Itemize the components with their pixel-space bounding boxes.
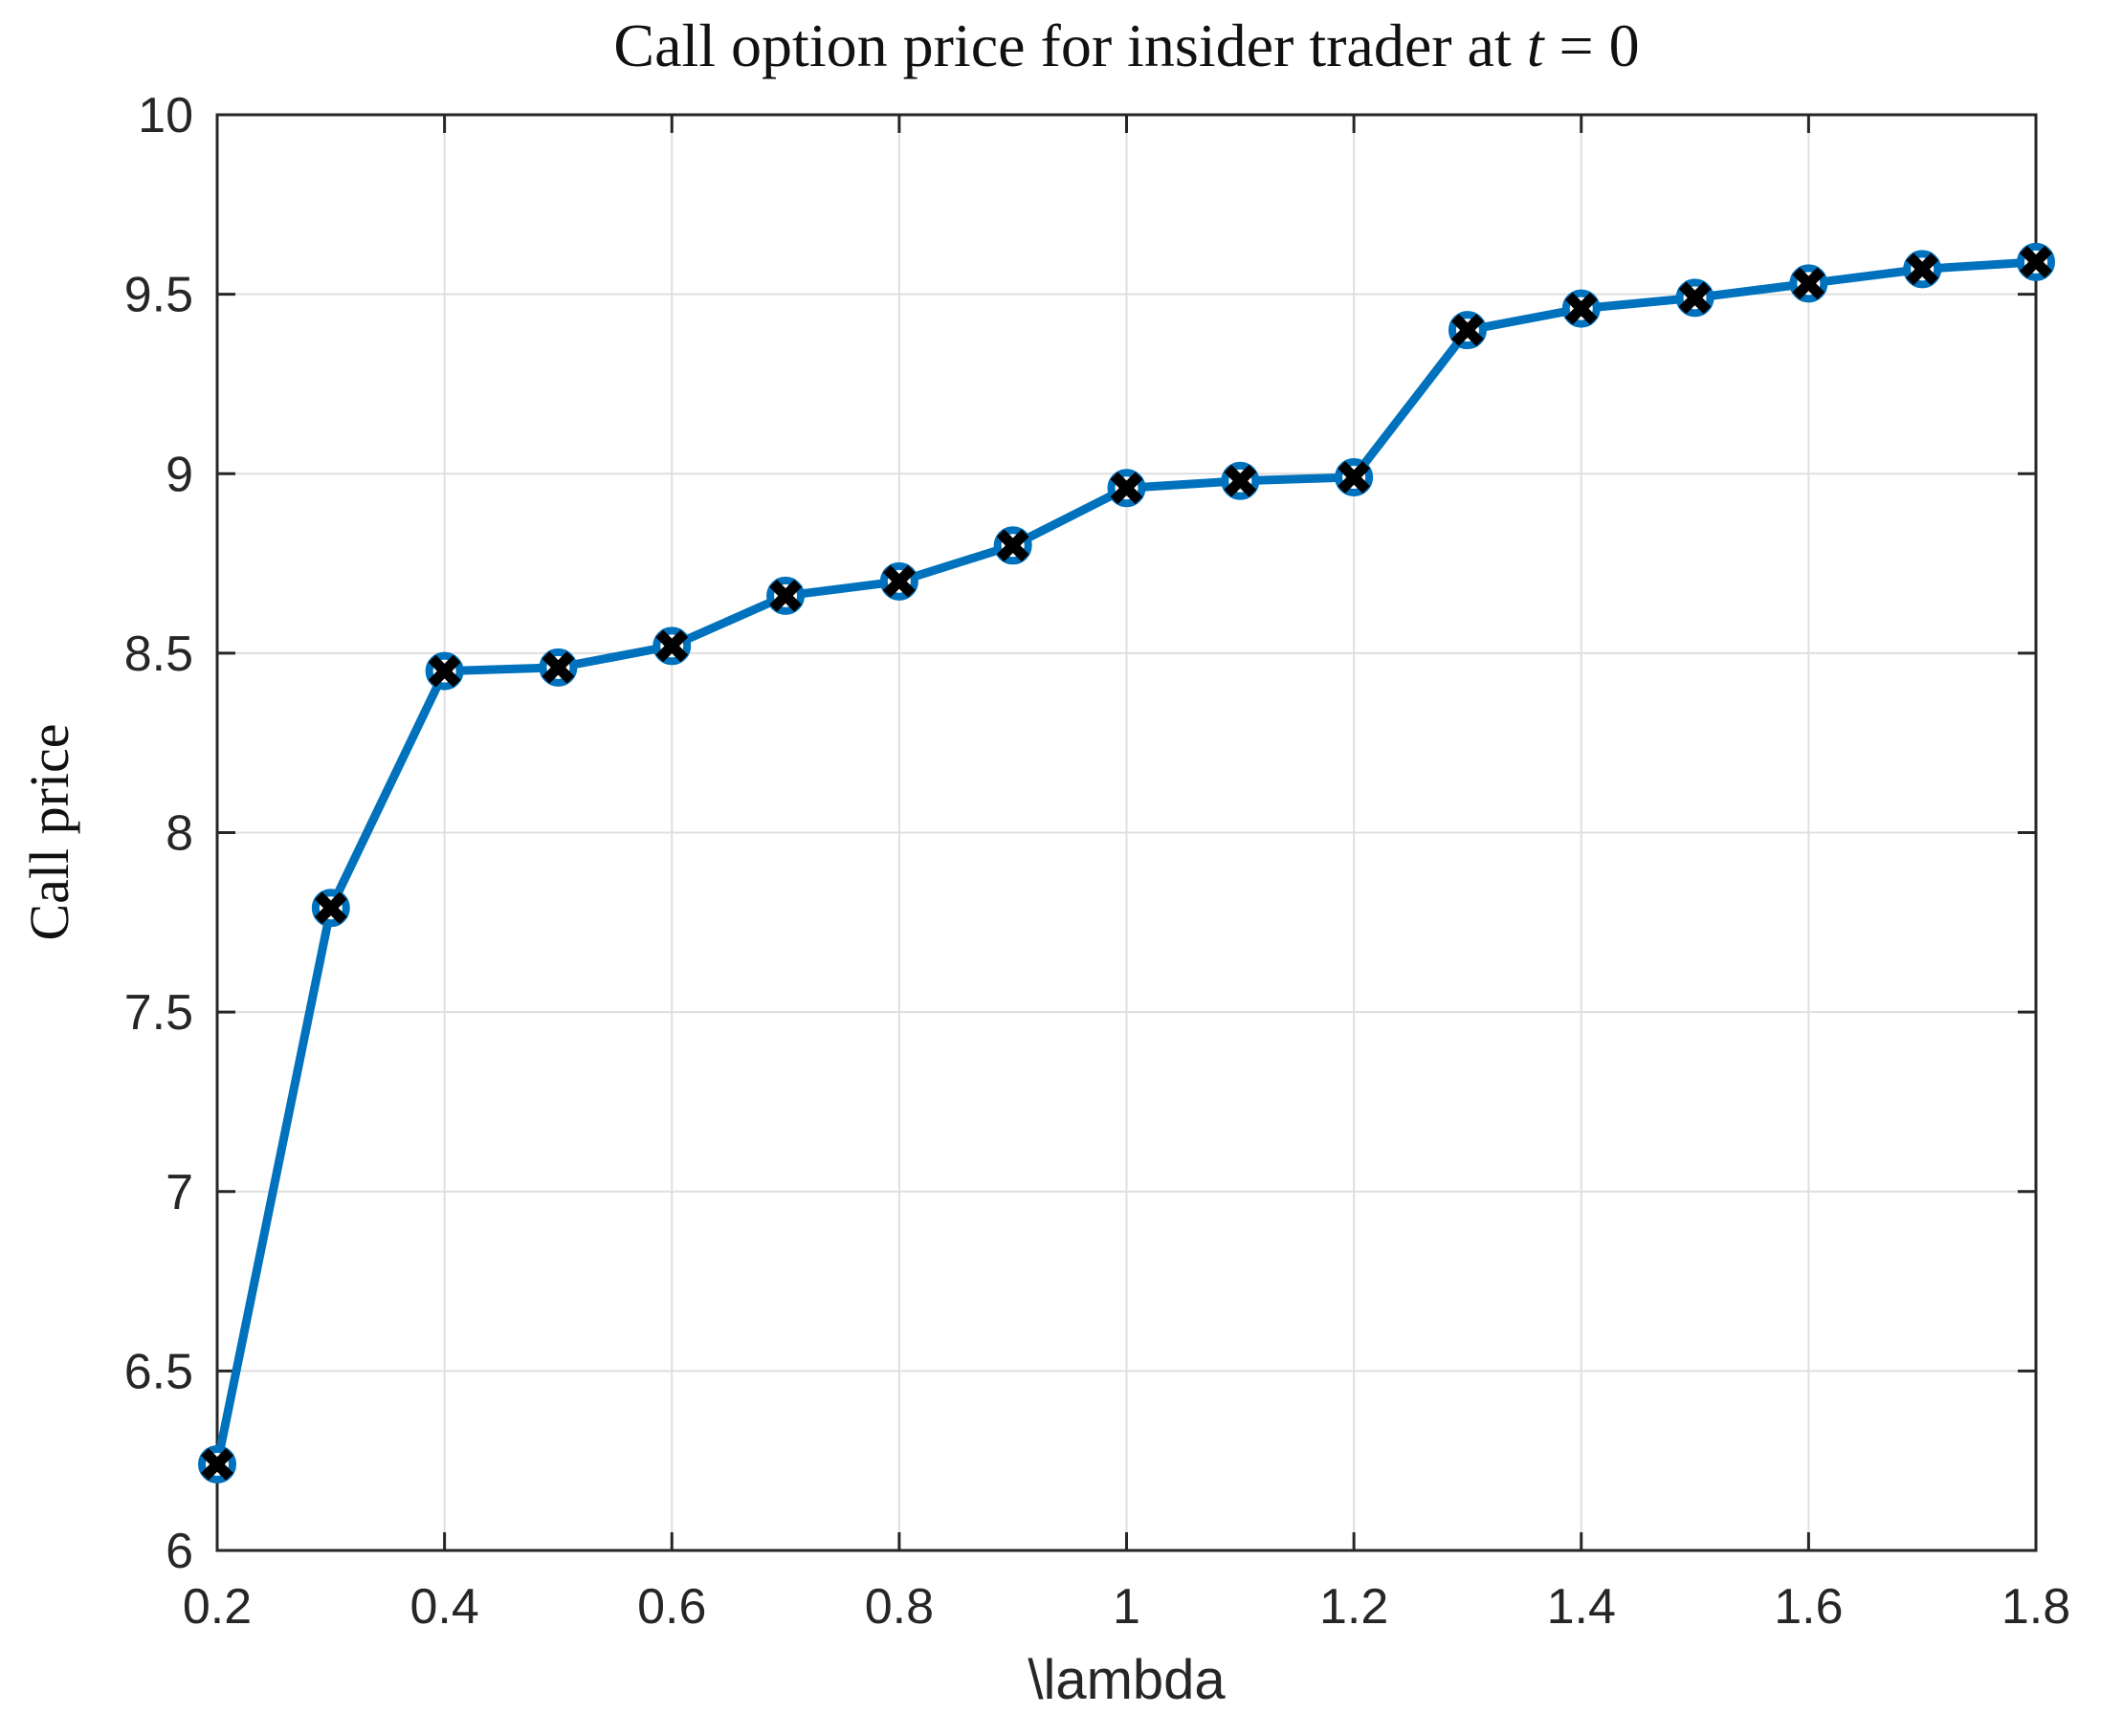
data-point (1221, 461, 1260, 500)
x-tick-label: 1.8 (2001, 1579, 2070, 1635)
data-point (1561, 289, 1601, 328)
x-marker-icon (1451, 314, 1484, 347)
x-marker-icon (1338, 461, 1371, 494)
y-tick-label: 8 (166, 806, 193, 862)
y-tick-label: 7.5 (124, 985, 193, 1041)
data-point (1903, 250, 1942, 289)
x-tick-label: 1.2 (1319, 1579, 1388, 1635)
x-tick-label: 1 (1113, 1579, 1140, 1635)
data-point (198, 1444, 236, 1483)
chart-title-math-variable: t (1526, 11, 1544, 79)
x-marker-icon (1792, 267, 1825, 300)
data-point (766, 576, 806, 615)
y-tick-label: 8.5 (124, 626, 193, 682)
y-tick-label: 7 (166, 1165, 193, 1220)
x-tick-label: 1.4 (1547, 1579, 1616, 1635)
data-point (1675, 278, 1714, 318)
data-point (1107, 469, 1146, 508)
y-tick-label: 10 (138, 88, 193, 143)
x-marker-icon (1224, 464, 1257, 497)
x-axis-label: \lambda (1028, 1649, 1226, 1711)
x-marker-icon (314, 891, 347, 925)
x-marker-icon (1564, 292, 1598, 325)
y-tick-label: 9.5 (124, 268, 193, 323)
x-marker-icon (1110, 472, 1143, 505)
x-marker-icon (1906, 253, 1939, 286)
y-tick-label: 9 (166, 447, 193, 502)
data-point (425, 651, 464, 691)
x-marker-icon (428, 654, 461, 688)
x-marker-icon (882, 564, 916, 598)
x-tick-label: 0.8 (865, 1579, 934, 1635)
x-marker-icon (2020, 245, 2052, 278)
x-tick-label: 0.4 (409, 1579, 478, 1635)
y-tick-label: 6 (166, 1524, 193, 1579)
data-point (1335, 458, 1374, 497)
data-point (539, 648, 578, 687)
chart-title: Call option price for insider trader at … (217, 15, 2036, 77)
data-point (1789, 264, 1828, 303)
data-point (1448, 311, 1487, 350)
x-marker-icon (542, 650, 575, 684)
x-marker-icon (996, 529, 1029, 562)
chart-title-text: Call option price for insider trader at (613, 11, 1527, 79)
chart-title-math-rest: = 0 (1543, 11, 1640, 79)
x-tick-label: 0.2 (183, 1579, 252, 1635)
x-marker-icon (1678, 281, 1712, 315)
x-marker-icon (201, 1448, 233, 1481)
data-point (879, 561, 918, 601)
data-point (652, 626, 692, 666)
x-marker-icon (655, 629, 689, 663)
y-tick-label: 6.5 (124, 1344, 193, 1399)
data-point (311, 889, 350, 928)
data-point (993, 526, 1032, 565)
x-tick-label: 1.6 (1774, 1579, 1843, 1635)
data-point (2017, 242, 2055, 281)
x-tick-label: 0.6 (637, 1579, 706, 1635)
x-marker-icon (769, 579, 802, 612)
